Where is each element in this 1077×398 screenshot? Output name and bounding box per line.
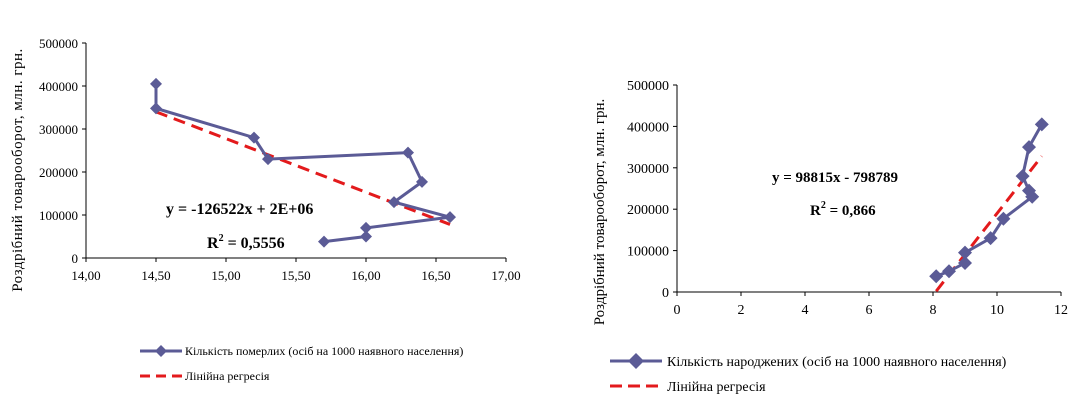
x-tick-label: 17,00 <box>491 268 520 283</box>
legend-right: Кількість народжених (осіб на 1000 наявн… <box>610 353 1007 395</box>
data-point-marker <box>416 175 428 188</box>
data-point-marker <box>983 231 998 246</box>
data-point-marker <box>360 230 372 243</box>
data-point-marker <box>318 235 330 248</box>
data-point-marker <box>444 211 456 224</box>
y-tick-label: 400000 <box>39 79 78 94</box>
data-point-marker <box>248 131 260 144</box>
y-tick-label: 400000 <box>627 120 669 135</box>
x-tick-label: 2 <box>738 303 745 318</box>
legend-regression-label-left: Лінійна регресія <box>185 369 270 383</box>
y-tick-label: 100000 <box>627 245 669 260</box>
legend-series-label-right: Кількість народжених (осіб на 1000 наявн… <box>667 355 1007 370</box>
x-tick-label: 16,50 <box>421 268 450 283</box>
data-point-marker <box>958 245 972 260</box>
legend-series-marker-right <box>628 353 644 369</box>
r-squared-left: R2 = 0,5556 <box>207 233 285 252</box>
y-tick-label: 500000 <box>627 79 669 94</box>
x-tick-label: 14,50 <box>141 268 170 283</box>
y-tick-label: 300000 <box>39 122 78 137</box>
regression-equation-right: y = 98815x - 798789 <box>772 170 898 186</box>
x-tick-label: 12 <box>1054 303 1068 318</box>
data-point-marker <box>929 269 944 284</box>
y-axis-title-right: Роздрібний товарооборот, млн. грн. <box>592 99 608 326</box>
data-point-marker <box>1034 117 1049 132</box>
data-point-marker <box>996 211 1011 226</box>
legend-regression-label-right: Лінійна регресія <box>667 380 766 395</box>
r-squared-right: R2 = 0,866 <box>810 200 876 219</box>
data-point-marker <box>388 196 400 209</box>
data-point-marker <box>150 77 162 90</box>
y-tick-label: 200000 <box>39 165 78 180</box>
y-tick-label: 100000 <box>39 208 78 223</box>
data-point-marker <box>1022 183 1036 198</box>
chart-right: Роздрібний товарооборот, млн. грн. 0 1000… <box>592 79 1068 395</box>
data-point-marker <box>942 264 956 279</box>
data-point-marker <box>958 256 972 271</box>
data-point-marker <box>360 221 372 234</box>
y-axis-title-left: Роздрібний товарооборот, млн. грн. <box>10 48 26 292</box>
data-point-marker <box>150 102 162 115</box>
data-point-marker <box>1022 140 1036 155</box>
legend-series-marker-left <box>155 345 167 357</box>
x-tick-label: 8 <box>930 303 937 318</box>
x-tick-label: 15,50 <box>281 268 310 283</box>
x-tick-label: 0 <box>674 303 681 318</box>
y-tick-label: 0 <box>662 286 669 301</box>
x-tick-label: 10 <box>990 303 1004 318</box>
x-tick-label: 16,00 <box>351 268 380 283</box>
regression-equation-left: y = -126522x + 2E+06 <box>166 201 313 218</box>
legend-series-label-left: Кількість померлих (осіб на 1000 наявног… <box>185 344 463 358</box>
data-point-marker <box>262 153 274 166</box>
chart-left: Роздрібний товарооборот, млн. грн. 0 1000… <box>10 36 521 383</box>
x-tick-label: 15,00 <box>211 268 240 283</box>
legend-left: Кількість померлих (осіб на 1000 наявног… <box>140 344 463 383</box>
x-tick-label: 14,00 <box>71 268 100 283</box>
data-point-marker <box>402 146 414 159</box>
x-tick-label: 6 <box>866 303 873 318</box>
x-tick-label: 4 <box>802 303 809 318</box>
regression-line-left <box>155 110 451 226</box>
y-tick-label: 0 <box>72 251 79 266</box>
y-tick-label: 500000 <box>39 36 78 51</box>
data-point-marker <box>1015 169 1030 184</box>
y-tick-label: 200000 <box>627 203 669 218</box>
y-tick-label: 300000 <box>627 162 669 177</box>
